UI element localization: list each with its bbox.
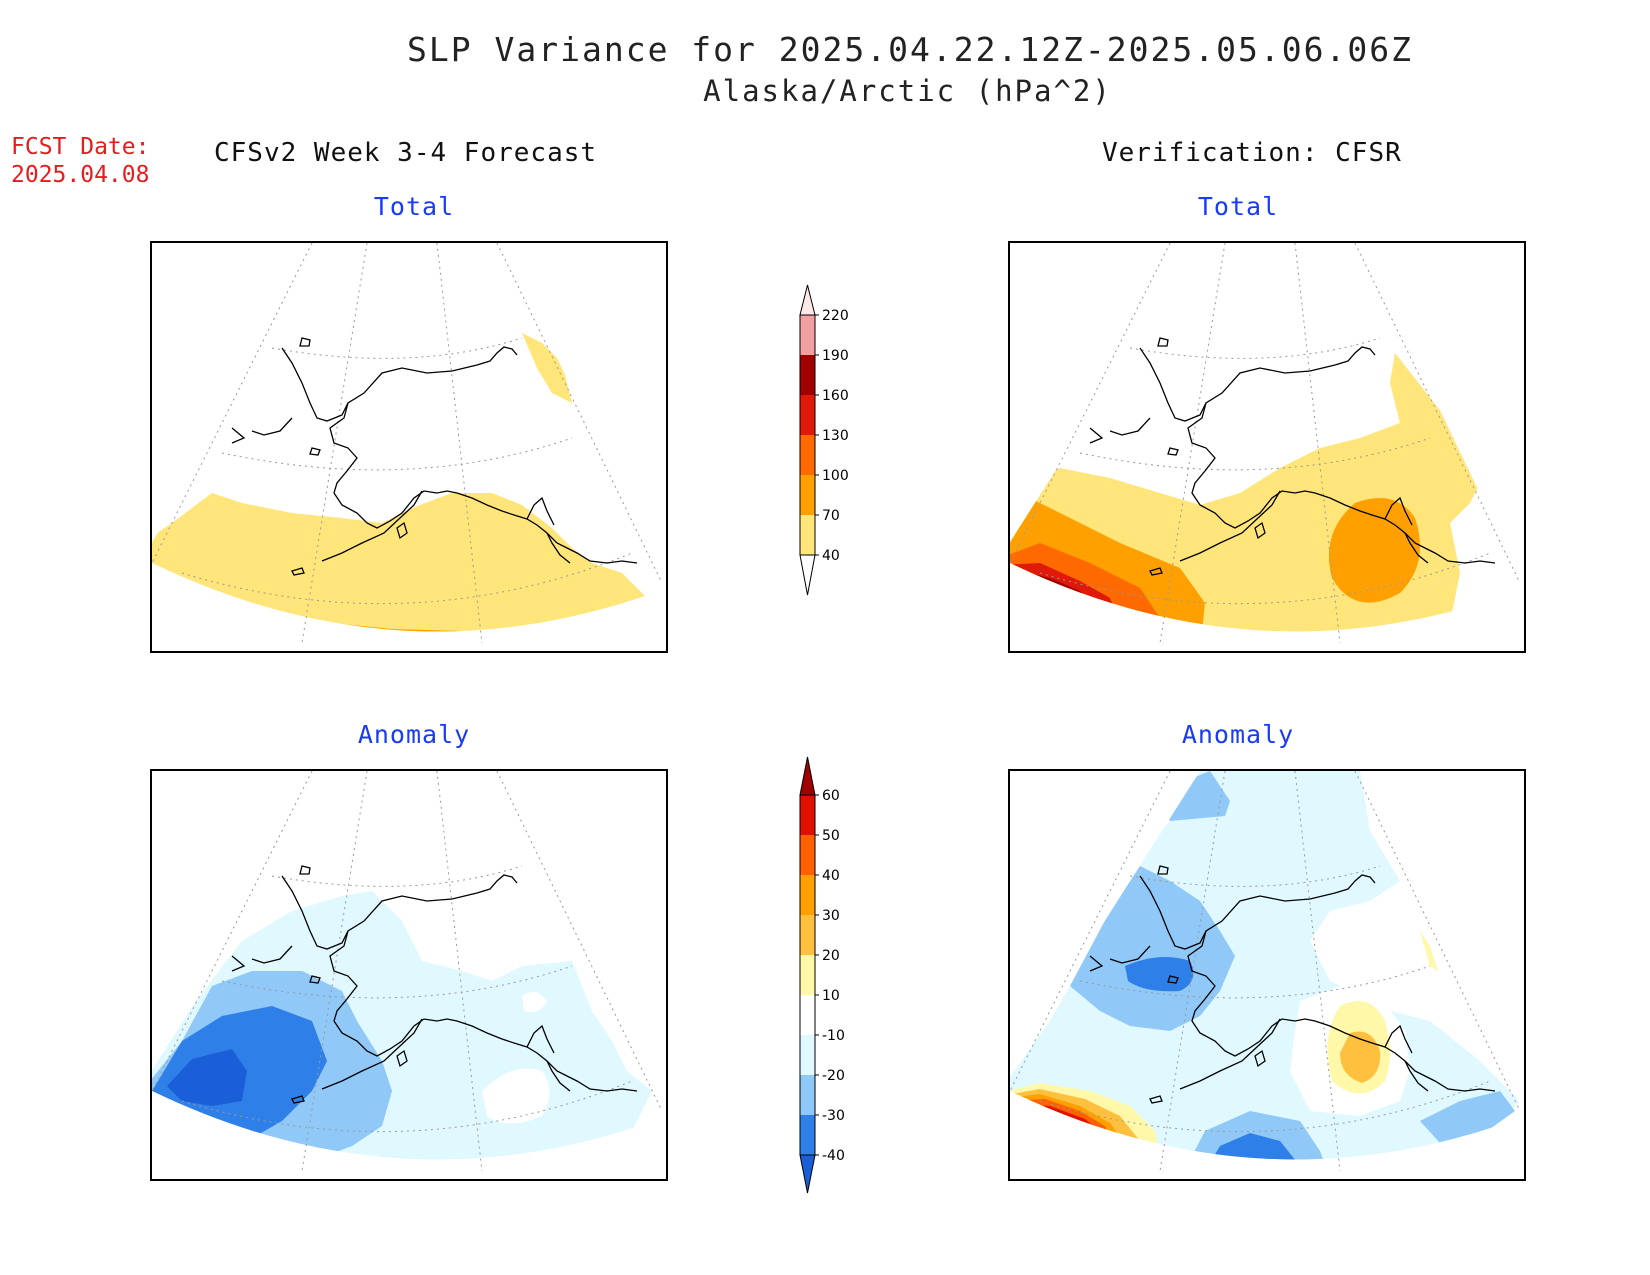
anomaly-colorbar-box — [800, 1115, 815, 1155]
anomaly-colorbar-label: -30 — [822, 1108, 845, 1124]
anomaly-colorbar-label: 60 — [822, 788, 840, 804]
anomaly-colorbar-label: 10 — [822, 988, 840, 1004]
total-colorbar-label: 220 — [822, 308, 849, 324]
anomaly-colorbar-label: 40 — [822, 868, 840, 884]
anomaly-colorbar-box — [800, 1035, 815, 1075]
contour-fill-orange-gulf — [1328, 498, 1420, 603]
anomaly-colorbar-bottom-cap — [799, 1154, 816, 1194]
total-colorbar-label: 70 — [822, 508, 840, 524]
anomaly-colorbar-label: -10 — [822, 1028, 845, 1044]
anomaly-colorbar-box — [800, 875, 815, 915]
subtitle: Alaska/Arctic (hPa^2) — [703, 74, 1112, 108]
contour-fill-light-orange — [1340, 1031, 1381, 1083]
forecast-anomaly-heading: Anomaly — [357, 720, 471, 749]
total-colorbar-label: 100 — [822, 468, 849, 484]
total-colorbar-label: 40 — [822, 548, 840, 564]
fcst-date-value: 2025.04.08 — [11, 162, 150, 188]
anomaly-colorbar-label: -40 — [822, 1148, 845, 1164]
contour-fill-dark-blue-south — [1225, 1163, 1278, 1179]
anomaly-colorbar-top-cap — [799, 756, 816, 796]
anomaly-colorbar-box — [800, 915, 815, 955]
forecast-total-map — [150, 241, 668, 653]
contour-fill-blue-south — [1200, 1133, 1305, 1160]
anomaly-colorbar-label: 30 — [822, 908, 840, 924]
main-title: SLP Variance for 2025.04.22.12Z-2025.05.… — [407, 30, 1413, 69]
total-colorbar-box — [800, 315, 815, 355]
contour-fill-dark-blue — [167, 1049, 247, 1106]
contour-fill-light-yellow — [152, 493, 652, 632]
anomaly-colorbar-label: 50 — [822, 828, 840, 844]
anomaly-colorbar-box — [800, 835, 815, 875]
anomaly-colorbar-label: -20 — [822, 1068, 845, 1084]
contour-fill-light-blue-east — [1420, 1091, 1515, 1143]
anomaly-colorbar-label: 20 — [822, 948, 840, 964]
anomaly-colorbar-box — [800, 955, 815, 995]
total-colorbar-label: 160 — [822, 388, 849, 404]
contour-fill-light-yellow — [1010, 353, 1480, 632]
anomaly-colorbar-box — [800, 1075, 815, 1115]
contour-fill-pale-yellow-arctic — [1420, 931, 1438, 971]
forecast-total-heading: Total — [373, 192, 455, 221]
verification-column-title: Verification: CFSR — [1102, 138, 1402, 168]
contour-fill-white-hole-south — [482, 1068, 550, 1124]
anomaly-colorbar-box — [800, 995, 815, 1035]
contour-fill-yellow-arctic — [522, 333, 572, 403]
verification-anomaly-map — [1008, 769, 1526, 1181]
verification-total-heading: Total — [1197, 192, 1279, 221]
verification-anomaly-heading: Anomaly — [1181, 720, 1295, 749]
fcst-date-label: FCST Date: — [11, 134, 150, 160]
total-colorbar-box — [800, 355, 815, 395]
total-colorbar-box — [800, 515, 815, 555]
total-colorbar-label: 130 — [822, 428, 849, 444]
contour-fill-light-blue-north — [1160, 771, 1230, 821]
total-colorbar-label: 190 — [822, 348, 849, 364]
contour-fill-light-blue — [1070, 866, 1235, 1031]
verification-total-map — [1008, 241, 1526, 653]
anomaly-colorbar: -40 -30 -20 -10 10 20 30 40 50 60 — [790, 755, 880, 1205]
total-colorbar-box — [800, 475, 815, 515]
total-colorbar-box — [800, 435, 815, 475]
forecast-column-title: CFSv2 Week 3-4 Forecast — [214, 138, 598, 168]
anomaly-colorbar-box — [800, 795, 815, 835]
total-colorbar-bottom-cap — [799, 554, 816, 596]
forecast-anomaly-map — [150, 769, 668, 1181]
total-colorbar-box — [800, 395, 815, 435]
contour-fill-white-hole — [522, 992, 547, 1013]
total-colorbar: 40 70 100 130 160 190 220 — [790, 280, 880, 610]
total-colorbar-top-cap — [799, 284, 816, 316]
